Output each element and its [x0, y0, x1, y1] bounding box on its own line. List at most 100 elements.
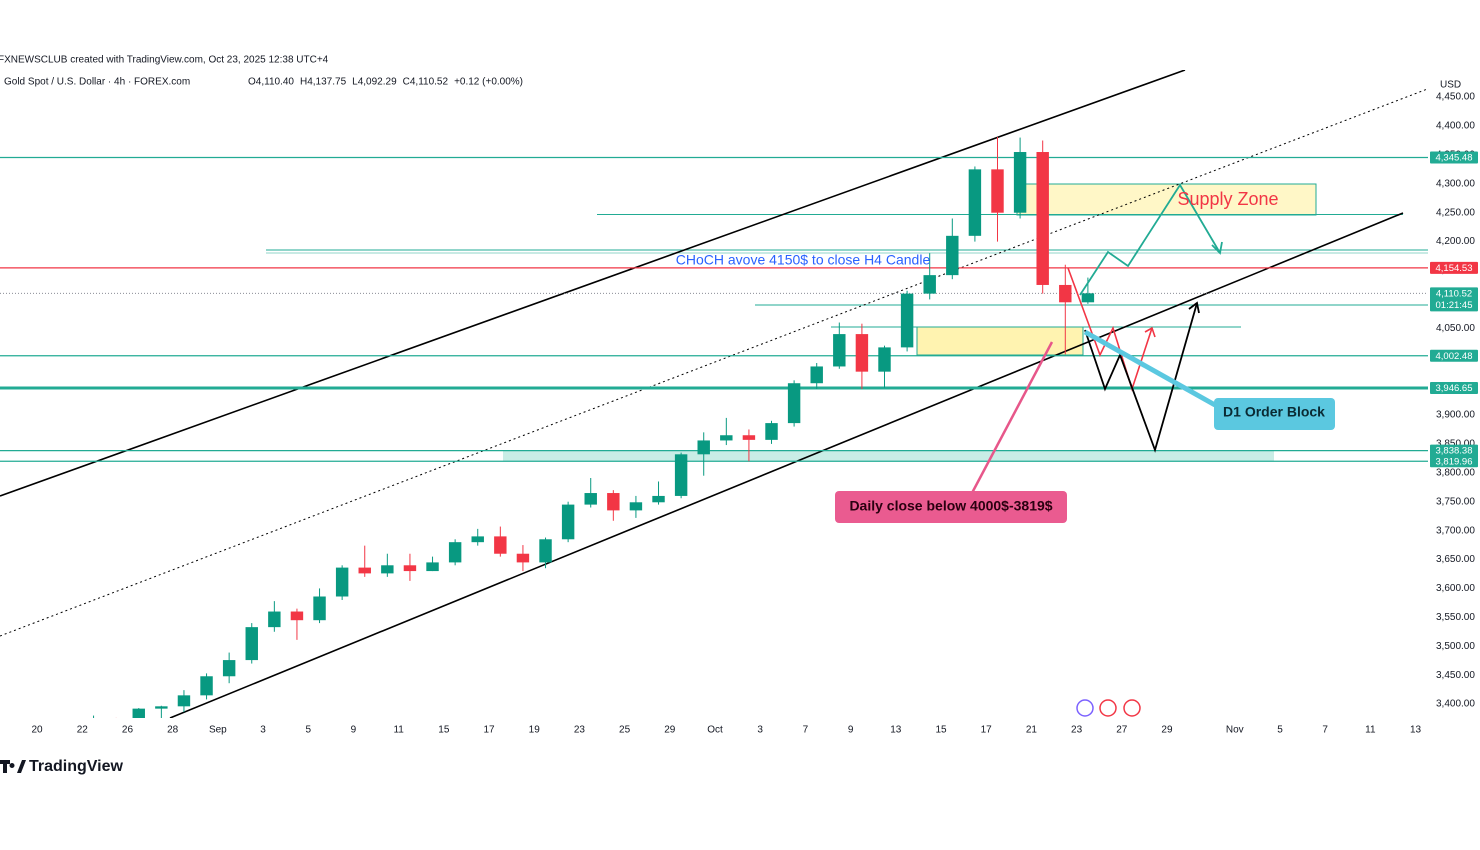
price-tag — [1430, 151, 1478, 164]
candle-body — [923, 275, 936, 294]
candle-body — [968, 169, 982, 236]
price-tag-label: 4,345.48 — [1436, 153, 1473, 164]
daily-close-pointer — [970, 341, 1054, 494]
x-tick-label: 5 — [1277, 725, 1283, 736]
x-tick-label: Sep — [209, 725, 227, 736]
order-block-pointer — [1083, 329, 1217, 408]
candle-body — [42, 736, 54, 753]
candle-body — [561, 504, 575, 540]
candle-body — [720, 435, 733, 441]
candles — [42, 136, 1095, 753]
candle-body — [426, 562, 439, 572]
choch-label: CHoCH avove 4150$ to close H4 Candle — [676, 252, 931, 268]
candle-body — [200, 676, 213, 696]
candle-body — [539, 539, 552, 563]
candle-body — [290, 611, 304, 621]
candle-body — [697, 440, 710, 455]
candle-body — [584, 493, 597, 505]
event-icons — [1076, 699, 1141, 717]
legend-value: 4,092.29 — [358, 77, 397, 88]
x-tick-label: 17 — [483, 725, 495, 736]
price-tag — [1430, 287, 1478, 312]
x-tick-label: 20 — [31, 725, 43, 736]
y-tick-label: 3,600.00 — [1436, 583, 1475, 594]
candle-body — [155, 706, 168, 709]
y-tick-label: 4,300.00 — [1436, 178, 1475, 189]
y-tick-label: 3,750.00 — [1436, 496, 1475, 507]
candle-body — [765, 423, 778, 440]
x-tick-label: 23 — [574, 725, 586, 736]
axis-unit-box — [1431, 76, 1465, 92]
x-tick-label: 5 — [305, 725, 311, 736]
candle-body — [132, 708, 145, 718]
x-tick-label: 9 — [848, 725, 854, 736]
arrow-head — [1211, 241, 1223, 255]
candle-body — [810, 366, 823, 384]
main-projection — [1084, 302, 1198, 453]
y-tick-label: 3,400.00 — [1436, 699, 1475, 710]
plot-area — [0, 70, 1428, 753]
y-tick-label: 3,650.00 — [1436, 554, 1475, 565]
y-tick-label: 3,450.00 — [1436, 670, 1475, 681]
channel-lower — [169, 212, 1404, 718]
candle-body — [991, 169, 1004, 213]
candle-body — [358, 567, 371, 574]
candle-body — [1059, 284, 1072, 303]
x-tick-label: 3 — [260, 725, 266, 736]
legend-key: H — [300, 77, 307, 88]
credit: FXNEWSCLUB created with TradingView.com,… — [0, 55, 329, 66]
price-tag-label: 4,002.48 — [1436, 351, 1473, 362]
x-tick-label: 9 — [351, 725, 357, 736]
candle-body — [177, 695, 191, 707]
candle-body — [1081, 293, 1095, 303]
candle-body — [674, 454, 688, 496]
x-tick-label: 17 — [981, 725, 993, 736]
x-tick-label: 19 — [529, 725, 541, 736]
y-tick-label: 4,200.00 — [1436, 236, 1475, 247]
y-tick-label: 3,800.00 — [1436, 467, 1475, 478]
candle-body — [878, 347, 891, 372]
candle-body — [516, 553, 530, 563]
x-tick-label: 29 — [1161, 725, 1173, 736]
y-tick-label: 3,850.00 — [1436, 439, 1475, 450]
price-tag-label: 4,110.52 — [1436, 288, 1472, 299]
price-tag-label: 3,819.96 — [1436, 456, 1473, 467]
candle-body — [222, 660, 236, 677]
candle-body — [494, 536, 507, 554]
candle-body — [268, 611, 281, 628]
candle-body — [855, 334, 869, 372]
order-block-label: D1 Order Block — [1223, 404, 1325, 420]
price-tag — [1430, 444, 1478, 457]
bull-projection — [1079, 183, 1221, 296]
x-tick-label: 13 — [1410, 725, 1422, 736]
y-tick-label: 4,050.00 — [1436, 323, 1475, 334]
candle-body — [65, 736, 77, 740]
x-tick-label: 11 — [1365, 725, 1376, 736]
price-tag — [1430, 349, 1478, 362]
x-tick-label: 29 — [664, 725, 676, 736]
x-tick-label: 27 — [1116, 725, 1128, 736]
order-block-callout — [1214, 398, 1335, 430]
candle-body — [110, 720, 122, 724]
arrow-head — [1144, 326, 1156, 338]
supply-zone-label: Supply Zone — [1177, 189, 1278, 209]
candle-body — [471, 536, 484, 543]
ohlc-legend: O 4,110.40 H 4,137.75 L 4,092.29 C 4,110.52 +0.1… — [248, 77, 523, 88]
y-tick-label: 4,250.00 — [1436, 207, 1475, 218]
legend-key: L — [352, 77, 358, 88]
symbol-title: Gold Spot / U.S. Dollar · 4h · FOREX.com — [4, 77, 190, 88]
x-tick-label: 11 — [393, 725, 404, 736]
x-tick-label: Oct — [707, 725, 723, 736]
price-tag-label: 3,946.65 — [1436, 383, 1473, 394]
price-tag — [1430, 382, 1478, 395]
levels — [0, 156, 1428, 462]
y-tick-label: 3,900.00 — [1436, 410, 1475, 421]
brand-name: TradingView — [29, 758, 124, 775]
x-tick-label: 15 — [935, 725, 947, 736]
order-block-zone — [916, 326, 1084, 356]
y-axis: 3,400.00 3,450.00 3,500.00 3,550.00 3,600.00… — [1436, 92, 1475, 710]
brand-logo — [0, 760, 26, 773]
candle-body — [946, 235, 959, 276]
